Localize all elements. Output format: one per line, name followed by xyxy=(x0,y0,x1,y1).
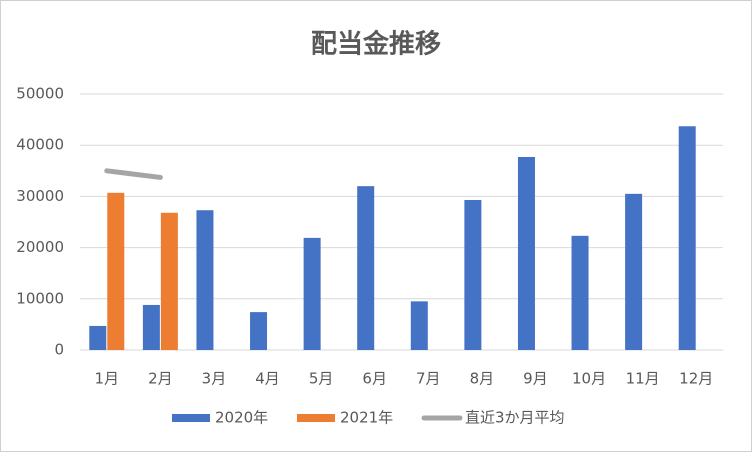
line xyxy=(104,168,163,180)
bar xyxy=(107,192,125,350)
legend-swatch xyxy=(172,414,210,422)
legend-swatch xyxy=(297,414,335,422)
legend-label: 2021年 xyxy=(340,409,393,427)
x-tick-label: 4月 xyxy=(255,370,280,388)
y-tick-label: 50000 xyxy=(16,85,64,103)
x-tick-label: 3月 xyxy=(202,370,227,388)
bar xyxy=(410,301,428,350)
y-tick-label: 0 xyxy=(54,341,64,359)
legend-label: 直近3か月平均 xyxy=(465,409,565,427)
bar xyxy=(678,126,696,350)
y-tick-label: 20000 xyxy=(16,238,64,256)
bar xyxy=(625,193,643,350)
x-tick-label: 7月 xyxy=(416,370,441,388)
bar xyxy=(142,304,160,350)
bar xyxy=(160,212,178,350)
x-tick-label: 12月 xyxy=(679,370,713,388)
bar xyxy=(89,325,107,350)
x-tick-label: 6月 xyxy=(362,370,387,388)
bar xyxy=(303,237,321,350)
x-tick-label: 10月 xyxy=(572,370,606,388)
x-tick-label: 5月 xyxy=(309,370,334,388)
bar xyxy=(250,312,268,350)
x-tick-label: 2月 xyxy=(148,370,173,388)
chart-title: 配当金推移 xyxy=(311,29,441,60)
x-tick-label: 9月 xyxy=(523,370,548,388)
bar xyxy=(196,210,214,350)
bar xyxy=(464,199,482,350)
y-tick-label: 10000 xyxy=(16,289,64,307)
bar xyxy=(571,235,589,350)
legend-label: 2020年 xyxy=(215,409,268,427)
x-tick-label: 8月 xyxy=(470,370,495,388)
y-tick-label: 40000 xyxy=(16,136,64,154)
bar xyxy=(357,186,375,350)
y-tick-label: 30000 xyxy=(16,187,64,205)
bar xyxy=(517,156,535,350)
x-tick-label: 1月 xyxy=(95,370,120,388)
x-tick-label: 11月 xyxy=(626,370,660,388)
